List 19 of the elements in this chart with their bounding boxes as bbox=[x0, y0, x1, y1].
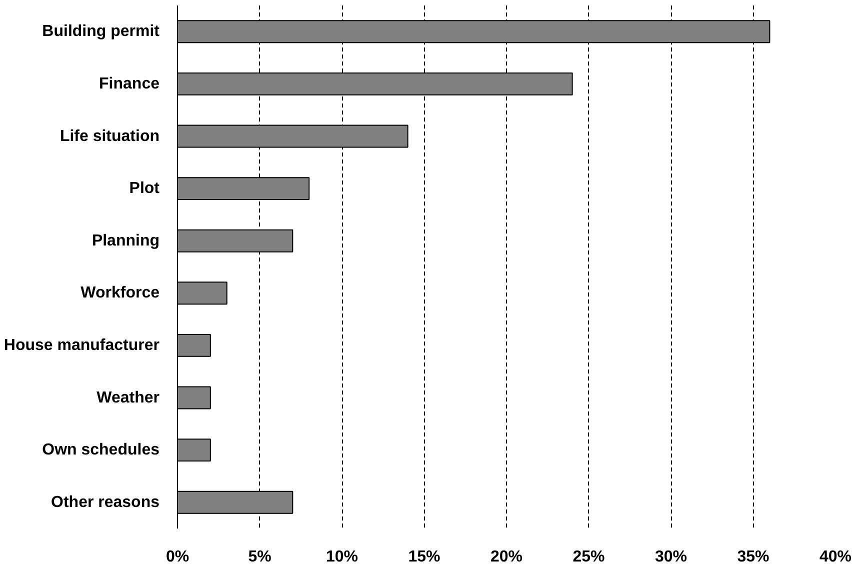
y-tick-label: Finance bbox=[99, 75, 160, 92]
y-tick-label: House manufacturer bbox=[4, 336, 160, 354]
x-tick-label: 20% bbox=[490, 548, 523, 566]
y-tick-label: Planning bbox=[92, 232, 160, 250]
y-tick-label: Plot bbox=[129, 180, 160, 198]
y-tick-label: Building permit bbox=[42, 23, 160, 40]
y-tick-label: Workforce bbox=[80, 284, 160, 302]
x-tick-label: 0% bbox=[166, 548, 190, 566]
x-tick-label: 30% bbox=[654, 548, 688, 566]
y-tick-label: Own schedules bbox=[42, 442, 160, 459]
x-tick-label: 35% bbox=[737, 548, 770, 566]
x-tick-label: 40% bbox=[819, 548, 852, 566]
y-tick-label: Weather bbox=[96, 389, 160, 406]
y-tick-label: Other reasons bbox=[51, 494, 160, 511]
y-tick-label: Life situation bbox=[60, 128, 160, 145]
x-tick-label: 15% bbox=[408, 548, 440, 566]
x-tick-label: 10% bbox=[326, 548, 358, 566]
x-tick-label: 25% bbox=[572, 548, 605, 566]
x-tick-label: 5% bbox=[248, 548, 272, 566]
